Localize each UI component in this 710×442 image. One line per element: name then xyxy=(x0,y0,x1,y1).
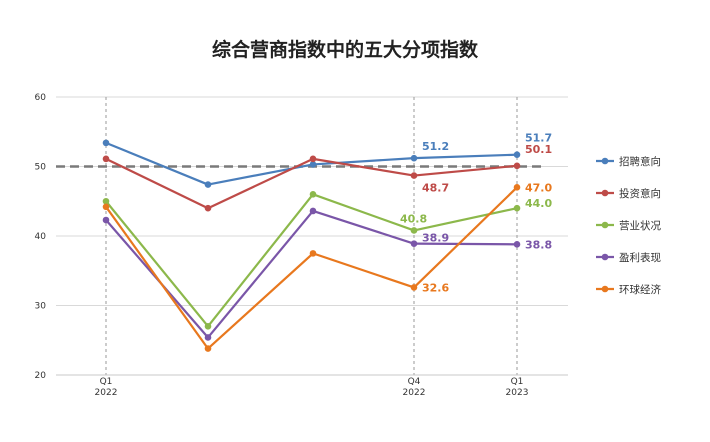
legend-item: 环球经济 xyxy=(596,283,661,296)
data-point xyxy=(410,240,418,247)
data-point xyxy=(513,162,521,170)
data-label: 51.2 xyxy=(422,140,449,153)
x-tick-label: Q4 xyxy=(408,377,421,387)
legend-label: 营业状况 xyxy=(619,219,661,232)
legend-swatch-marker xyxy=(601,285,609,293)
legend-item: 投资意向 xyxy=(596,187,661,200)
x-tick-label: Q1 xyxy=(511,377,524,387)
legend-swatch-marker xyxy=(601,189,609,197)
data-labels: 51.2 51.7 48.7 50.1 40.8 44.0 38.9 38.8 32.6 47.0 xyxy=(400,132,552,295)
legend-swatch-marker xyxy=(601,253,609,261)
data-point xyxy=(309,191,317,198)
data-point xyxy=(513,184,521,191)
data-point xyxy=(309,207,317,215)
data-label: 38.8 xyxy=(525,238,552,251)
data-label: 47.0 xyxy=(525,181,552,194)
data-label: 44.0 xyxy=(525,197,552,210)
legend-item: 营业状况 xyxy=(596,219,661,232)
grid xyxy=(56,96,568,376)
data-point xyxy=(513,151,521,158)
data-point xyxy=(102,155,110,163)
data-point xyxy=(204,323,212,330)
x-tick-label: Q1 xyxy=(100,377,113,387)
legend-label: 投资意向 xyxy=(619,187,661,200)
series-group xyxy=(102,139,521,352)
y-tick-label: 20 xyxy=(35,371,47,381)
data-label: 38.9 xyxy=(422,232,449,245)
data-label: 40.8 xyxy=(400,212,427,225)
data-point xyxy=(102,216,110,224)
data-point xyxy=(102,139,110,147)
series-line-3 xyxy=(105,209,518,339)
legend-item: 招聘意向 xyxy=(596,155,661,168)
data-point xyxy=(204,334,212,341)
data-point xyxy=(204,345,212,352)
legend-swatch-marker xyxy=(601,221,609,229)
data-point xyxy=(204,181,212,188)
data-point xyxy=(513,241,521,248)
data-point xyxy=(204,204,212,212)
data-label: 48.7 xyxy=(422,182,449,195)
y-tick-label: 60 xyxy=(35,93,47,103)
chart-title: 综合营商指数中的五大分项指数 xyxy=(212,38,479,61)
data-label: 51.7 xyxy=(525,132,552,145)
x-tick-label-year: 2023 xyxy=(506,388,529,398)
data-label: 50.1 xyxy=(525,143,552,156)
data-point xyxy=(410,284,418,291)
y-tick-label: 40 xyxy=(35,232,47,242)
data-point xyxy=(102,197,110,205)
x-tick-label-year: 2022 xyxy=(403,388,426,398)
y-tick-label: 30 xyxy=(35,302,47,312)
data-point xyxy=(410,154,418,162)
legend-label: 盈利表现 xyxy=(619,251,661,264)
y-tick-label: 50 xyxy=(35,163,47,173)
data-point xyxy=(309,161,317,168)
data-point xyxy=(309,250,317,257)
legend-item: 盈利表现 xyxy=(596,251,661,264)
data-point xyxy=(410,227,418,234)
legend-label: 环球经济 xyxy=(619,283,661,296)
legend-label: 招聘意向 xyxy=(619,155,661,168)
data-point xyxy=(309,155,317,163)
x-tick-label-year: 2022 xyxy=(95,388,118,398)
data-point xyxy=(513,204,521,212)
data-label: 32.6 xyxy=(422,281,449,294)
legend-swatch-marker xyxy=(601,157,609,165)
data-point xyxy=(410,172,418,179)
data-point xyxy=(102,203,110,211)
